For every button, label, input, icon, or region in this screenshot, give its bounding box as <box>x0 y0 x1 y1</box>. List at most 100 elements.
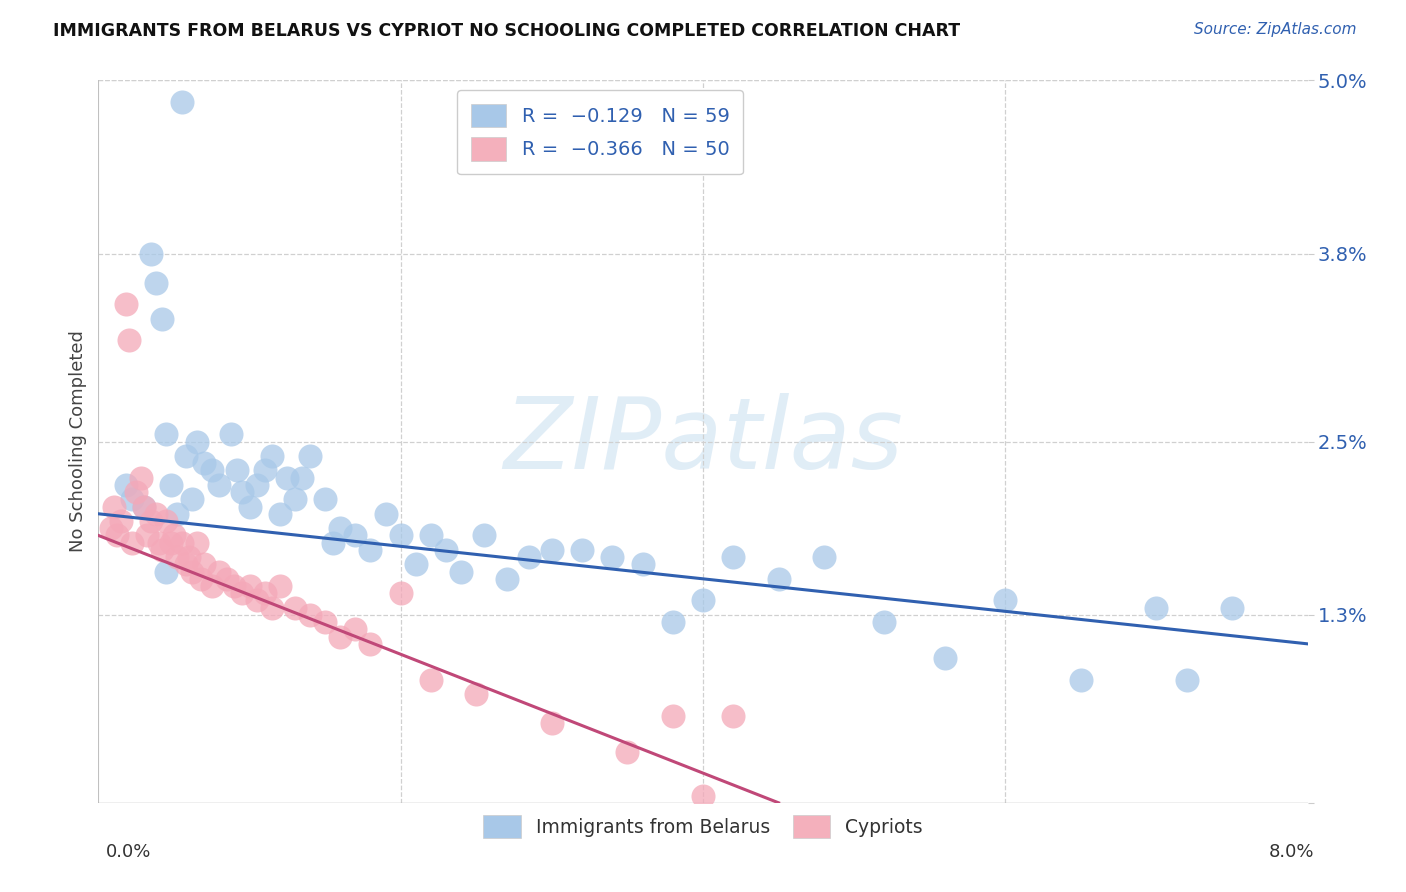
Point <box>344 623 367 637</box>
Point <box>276 471 298 485</box>
Point <box>121 535 143 549</box>
Point <box>465 687 488 701</box>
Point <box>239 500 262 514</box>
Point <box>148 535 170 549</box>
Point <box>160 478 183 492</box>
Point <box>114 297 136 311</box>
Point <box>314 615 336 630</box>
Point <box>246 593 269 607</box>
Text: ZIPatlas: ZIPatlas <box>503 393 903 490</box>
Point <box>284 492 307 507</box>
Point <box>163 528 186 542</box>
Point <box>193 456 215 470</box>
Point <box>284 600 307 615</box>
Point <box>540 716 562 731</box>
Y-axis label: No Schooling Completed: No Schooling Completed <box>69 331 87 552</box>
Point <box>1220 600 1243 615</box>
Point <box>103 500 125 514</box>
Point <box>314 492 336 507</box>
Point <box>692 593 714 607</box>
Point <box>224 579 246 593</box>
Point <box>631 558 654 572</box>
Point <box>299 449 322 463</box>
Point <box>170 535 193 549</box>
Text: 0.0%: 0.0% <box>105 843 150 861</box>
Point <box>166 507 188 521</box>
Point <box>141 514 163 528</box>
Legend: Immigrants from Belarus, Cypriots: Immigrants from Belarus, Cypriots <box>474 806 932 847</box>
Point <box>389 586 412 600</box>
Point <box>692 789 714 803</box>
Point <box>186 535 208 549</box>
Point <box>132 500 155 514</box>
Point <box>221 427 243 442</box>
Point <box>1175 673 1198 687</box>
Point <box>186 434 208 449</box>
Point <box>246 478 269 492</box>
Point <box>114 478 136 492</box>
Point <box>181 565 204 579</box>
Point <box>813 550 835 565</box>
Point <box>322 535 344 549</box>
Point <box>190 572 212 586</box>
Point <box>239 579 262 593</box>
Point <box>150 311 173 326</box>
Point <box>110 514 132 528</box>
Point <box>253 463 276 477</box>
Point <box>135 528 157 542</box>
Point <box>231 586 253 600</box>
Point <box>723 709 745 723</box>
Point <box>145 276 167 290</box>
Point <box>160 535 183 549</box>
Point <box>208 478 231 492</box>
Point <box>616 745 638 759</box>
Point <box>132 500 155 514</box>
Point <box>1146 600 1168 615</box>
Point <box>405 558 427 572</box>
Point <box>571 542 593 557</box>
Text: 8.0%: 8.0% <box>1270 843 1315 861</box>
Point <box>374 507 396 521</box>
Point <box>540 542 562 557</box>
Point <box>155 427 177 442</box>
Point <box>360 637 382 651</box>
Point <box>141 246 163 260</box>
Point <box>262 600 284 615</box>
Point <box>170 95 193 109</box>
Point <box>208 565 231 579</box>
Point <box>129 471 152 485</box>
Point <box>994 593 1017 607</box>
Point <box>723 550 745 565</box>
Point <box>174 558 197 572</box>
Point <box>100 521 122 535</box>
Point <box>262 449 284 463</box>
Point <box>269 507 291 521</box>
Point <box>201 579 224 593</box>
Point <box>215 572 238 586</box>
Point <box>291 471 314 485</box>
Point <box>661 615 683 630</box>
Point <box>201 463 224 477</box>
Point <box>360 542 382 557</box>
Point <box>121 492 143 507</box>
Point <box>495 572 517 586</box>
Point <box>602 550 624 565</box>
Point <box>150 542 173 557</box>
Point <box>344 528 367 542</box>
Text: Source: ZipAtlas.com: Source: ZipAtlas.com <box>1194 22 1357 37</box>
Point <box>299 607 322 622</box>
Text: IMMIGRANTS FROM BELARUS VS CYPRIOT NO SCHOOLING COMPLETED CORRELATION CHART: IMMIGRANTS FROM BELARUS VS CYPRIOT NO SC… <box>53 22 960 40</box>
Point <box>253 586 276 600</box>
Point <box>269 579 291 593</box>
Point <box>155 514 177 528</box>
Point <box>145 507 167 521</box>
Point <box>517 550 540 565</box>
Point <box>174 449 197 463</box>
Point <box>661 709 683 723</box>
Point <box>768 572 790 586</box>
Point <box>329 630 352 644</box>
Point <box>181 492 204 507</box>
Point <box>166 550 188 565</box>
Point <box>934 651 956 665</box>
Point <box>420 528 443 542</box>
